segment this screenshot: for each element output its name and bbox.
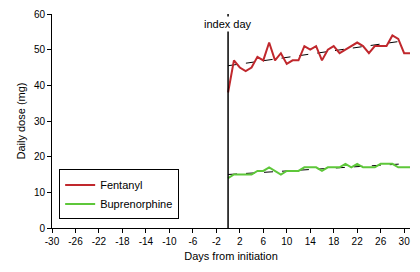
svg-text:0: 0 xyxy=(39,223,45,234)
svg-text:-30: -30 xyxy=(45,236,60,247)
svg-text:30: 30 xyxy=(399,236,411,247)
svg-text:-10: -10 xyxy=(162,236,177,247)
svg-text:-26: -26 xyxy=(68,236,83,247)
svg-text:Fentanyl: Fentanyl xyxy=(100,179,142,191)
svg-text:18: 18 xyxy=(328,236,340,247)
svg-text:-22: -22 xyxy=(92,236,107,247)
svg-text:14: 14 xyxy=(305,236,317,247)
svg-text:20: 20 xyxy=(34,151,46,162)
svg-text:6: 6 xyxy=(260,236,266,247)
svg-text:-18: -18 xyxy=(115,236,130,247)
svg-text:50: 50 xyxy=(34,44,46,55)
svg-text:Buprenorphine: Buprenorphine xyxy=(100,198,172,210)
svg-text:index day: index day xyxy=(204,18,252,30)
svg-text:22: 22 xyxy=(352,236,364,247)
svg-text:-6: -6 xyxy=(188,236,197,247)
svg-text:40: 40 xyxy=(34,80,46,91)
svg-text:-2: -2 xyxy=(212,236,221,247)
svg-text:30: 30 xyxy=(34,116,46,127)
svg-text:60: 60 xyxy=(34,9,46,20)
svg-text:Daily dose (mg): Daily dose (mg) xyxy=(15,82,27,159)
svg-text:26: 26 xyxy=(375,236,387,247)
svg-text:2: 2 xyxy=(237,236,243,247)
svg-text:10: 10 xyxy=(34,187,46,198)
svg-text:Days from initiation: Days from initiation xyxy=(184,250,278,262)
svg-text:10: 10 xyxy=(281,236,293,247)
svg-text:-14: -14 xyxy=(139,236,154,247)
